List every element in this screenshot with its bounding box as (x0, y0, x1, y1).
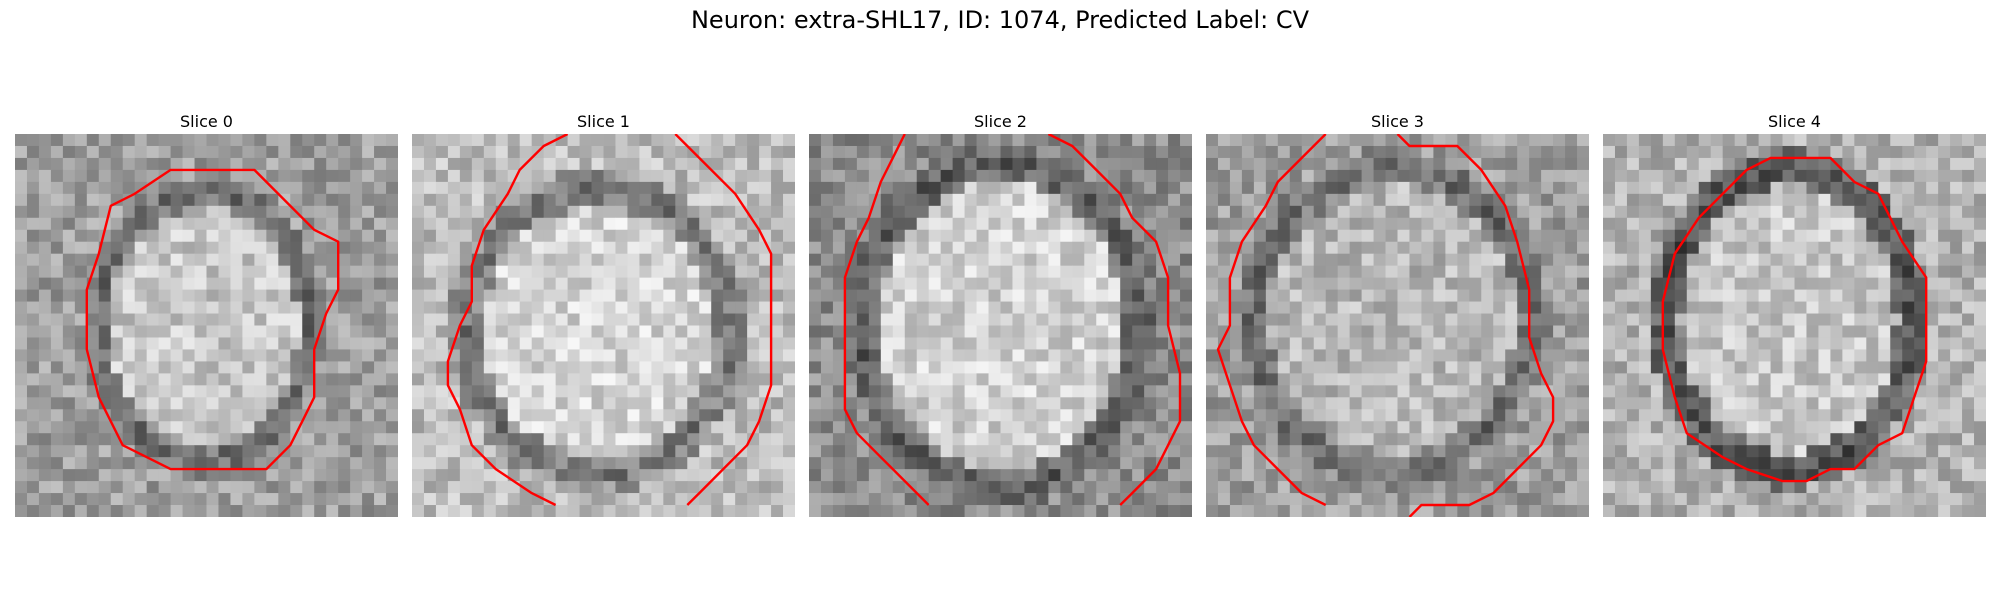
slice-panel-3: Slice 3 (1206, 110, 1589, 517)
slice-panel-4: Slice 4 (1603, 110, 1986, 517)
slice-image-3 (1206, 134, 1589, 517)
slice-image-1 (412, 134, 795, 517)
cell-contour (1396, 134, 1555, 517)
cell-contour (446, 134, 569, 507)
figure-title: Neuron: extra-SHL17, ID: 1074, Predicted… (690, 6, 1310, 34)
cell-contour (843, 134, 930, 506)
cell-contour (1047, 134, 1182, 506)
slice-image-4 (1603, 134, 1986, 517)
slice-panel-0: Slice 0 (15, 110, 398, 517)
slice-title: Slice 2 (974, 112, 1027, 131)
slice-image-2 (809, 134, 1192, 517)
slice-title: Slice 0 (180, 112, 233, 131)
slice-title: Slice 3 (1371, 112, 1424, 131)
cell-contour (674, 134, 773, 506)
cell-contour (1661, 156, 1928, 483)
slice-title: Slice 4 (1768, 112, 1821, 131)
slice-panel-2: Slice 2 (809, 110, 1192, 517)
cell-contour (1216, 134, 1327, 507)
slice-image-0 (15, 134, 398, 517)
slice-panel-1: Slice 1 (412, 110, 795, 517)
slice-title: Slice 1 (577, 112, 630, 131)
cell-contour (85, 168, 340, 471)
